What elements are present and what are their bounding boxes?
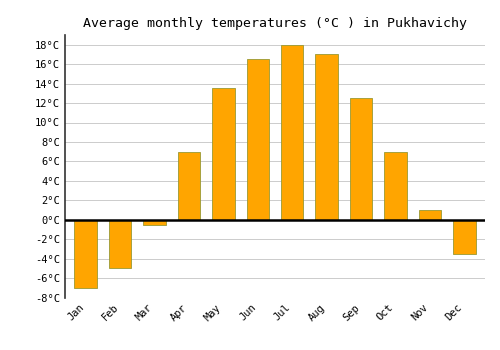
Bar: [144, 220, 166, 225]
Bar: [453, 220, 475, 254]
Bar: [281, 45, 303, 220]
Bar: [316, 55, 338, 220]
Bar: [74, 220, 97, 288]
Bar: [418, 210, 441, 220]
Bar: [212, 89, 234, 220]
Bar: [109, 220, 132, 268]
Title: Average monthly temperatures (°C ) in Pukhavichy: Average monthly temperatures (°C ) in Pu…: [83, 17, 467, 30]
Bar: [178, 152, 200, 220]
Bar: [350, 98, 372, 220]
Bar: [246, 59, 269, 220]
Bar: [384, 152, 406, 220]
